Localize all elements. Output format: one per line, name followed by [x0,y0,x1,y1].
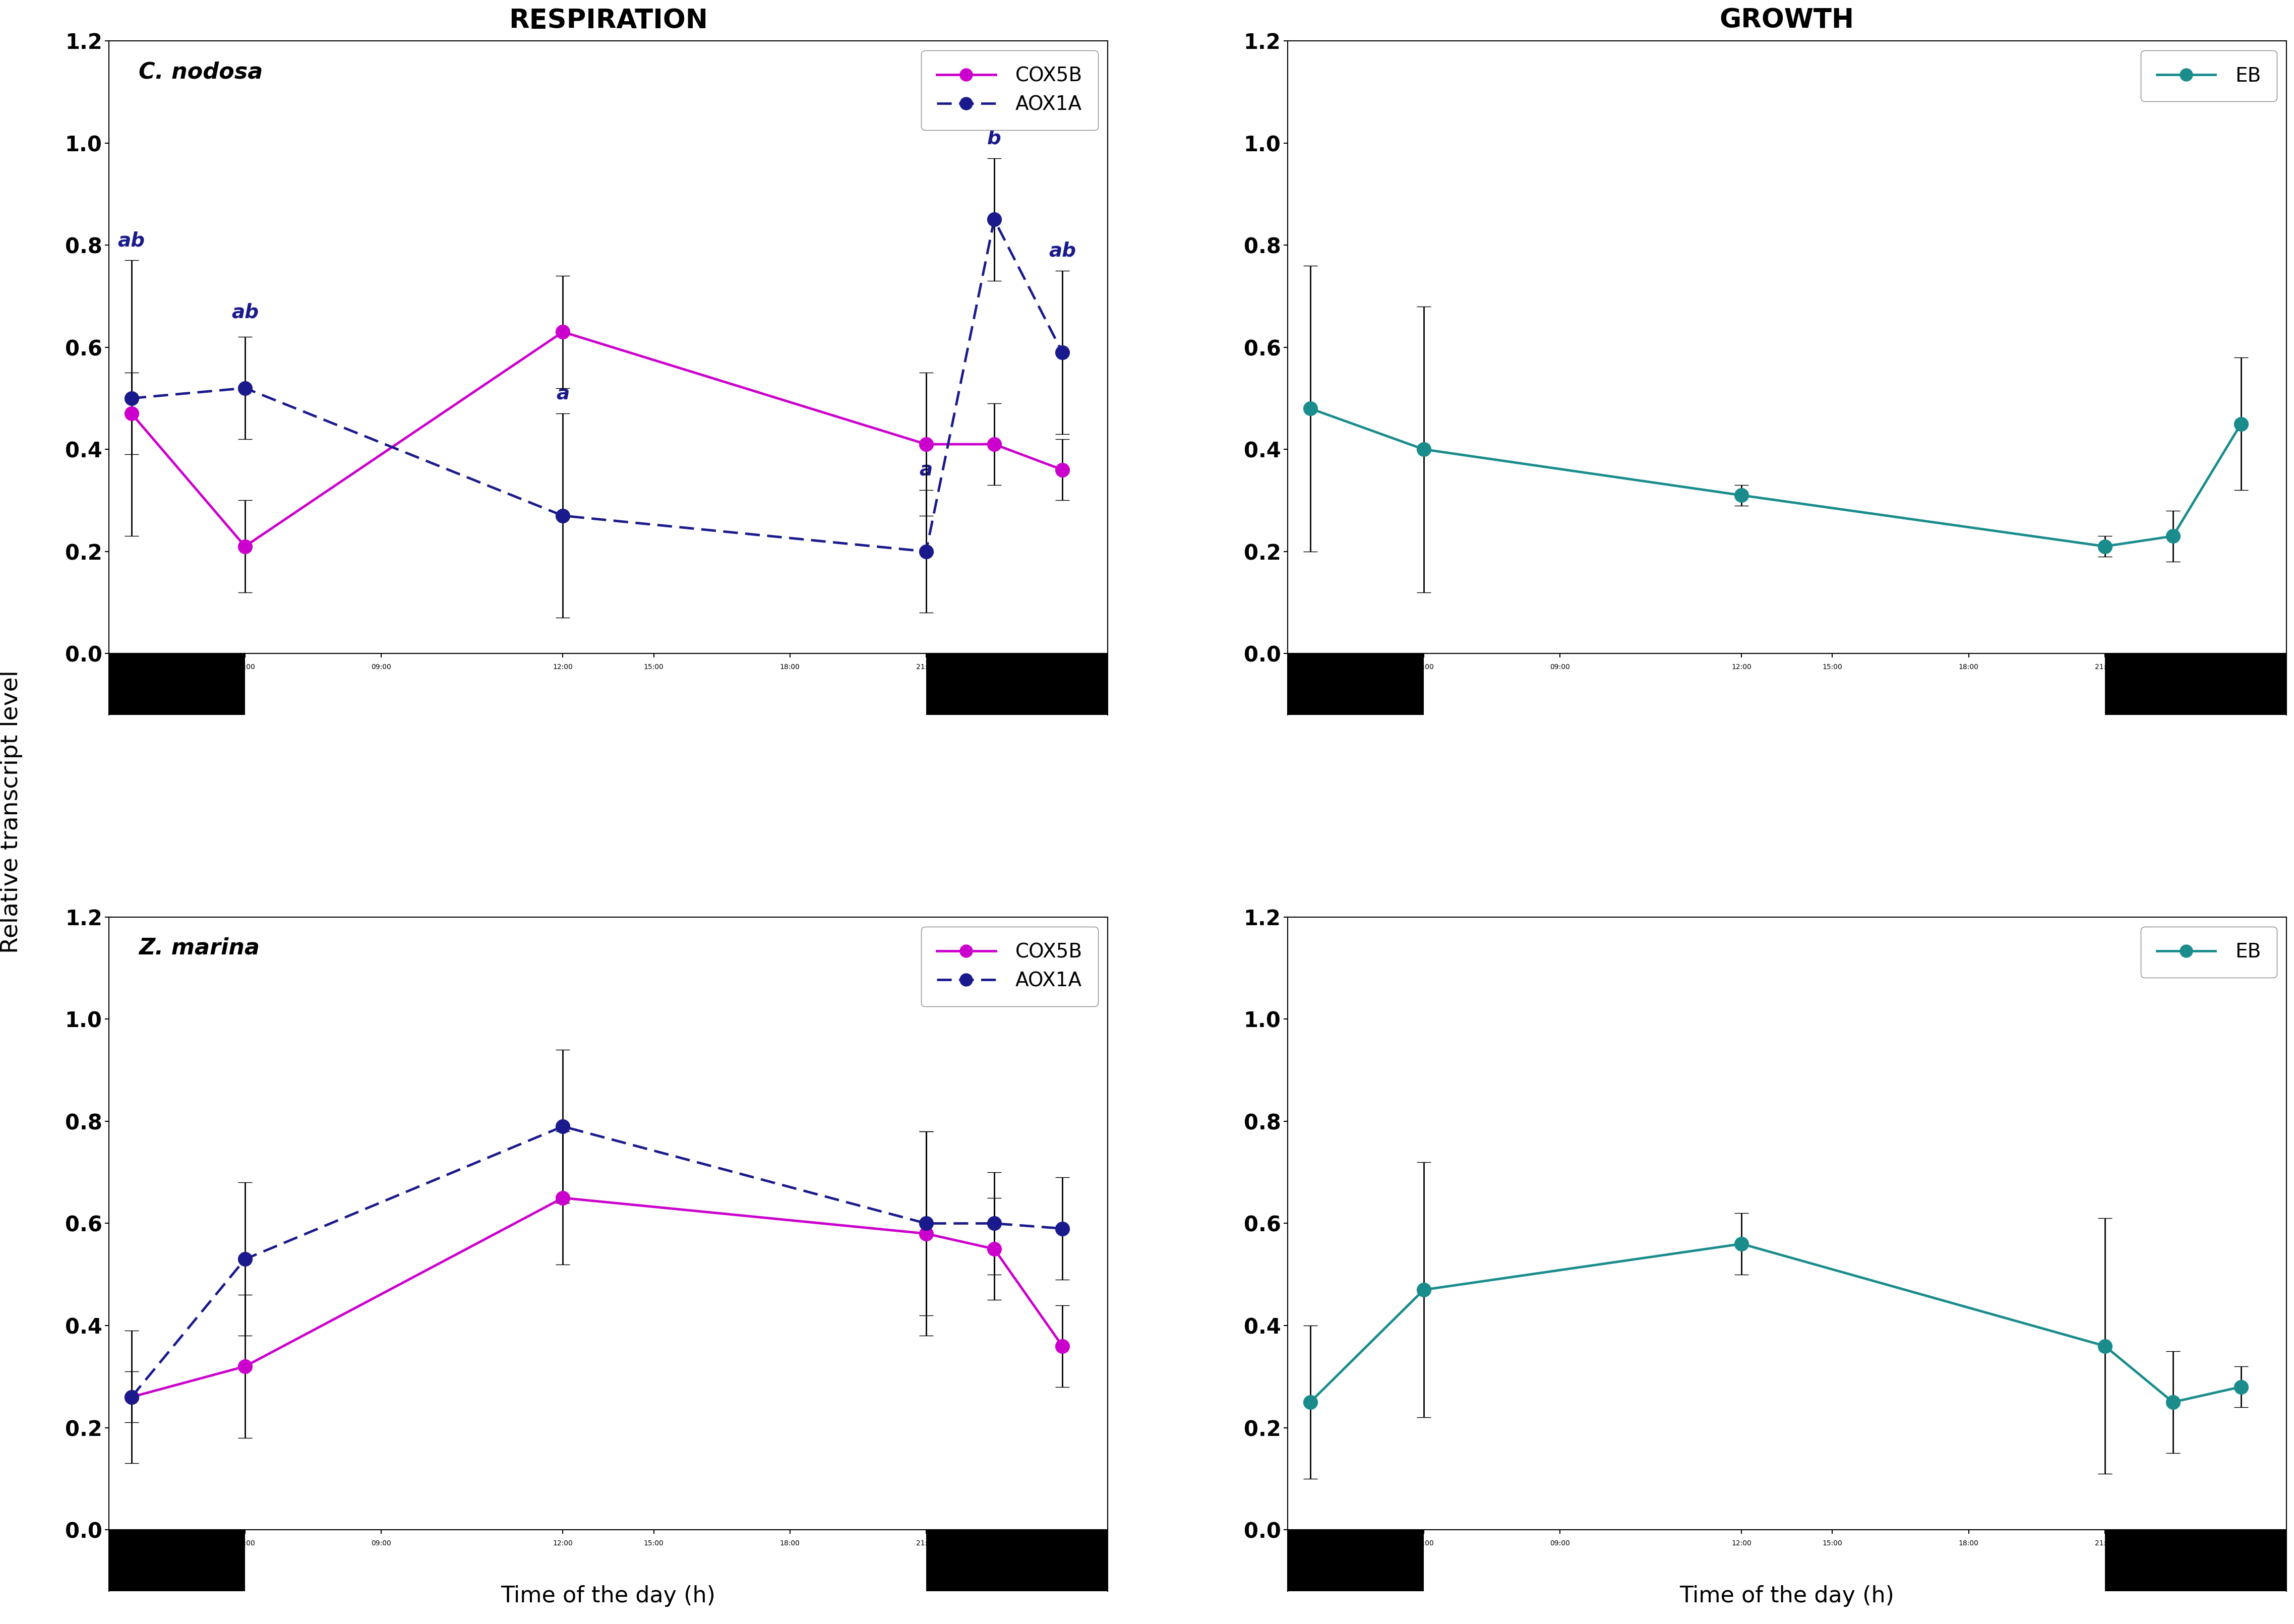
Bar [1287,653,1425,715]
Text: C. nodosa: C. nodosa [138,62,264,83]
Legend: EB: EB [2140,50,2276,101]
Bar [108,653,245,715]
Bar [2106,653,2287,715]
Legend: COX5B, AOX1A: COX5B, AOX1A [920,50,1099,130]
Text: Relative transcript level: Relative transcript level [0,671,23,953]
Bar [108,1530,245,1592]
Text: a: a [555,385,569,403]
Bar [2106,1530,2287,1592]
Title: RESPIRATION: RESPIRATION [509,8,709,34]
Legend: EB: EB [2140,927,2276,978]
Legend: COX5B, AOX1A: COX5B, AOX1A [920,927,1099,1007]
Text: ab: ab [117,231,145,250]
Text: ab: ab [232,302,259,322]
X-axis label: Time of the day (h): Time of the day (h) [1679,1585,1895,1606]
X-axis label: Time of the day (h): Time of the day (h) [500,1585,716,1606]
Bar [927,653,1108,715]
Bar [1287,1530,1425,1592]
Text: ab: ab [1048,242,1076,260]
Text: Z. marina: Z. marina [138,937,259,958]
Text: b: b [986,128,1000,148]
Bar [927,1530,1108,1592]
Title: GROWTH: GROWTH [1720,8,1854,34]
Text: a: a [920,461,934,481]
